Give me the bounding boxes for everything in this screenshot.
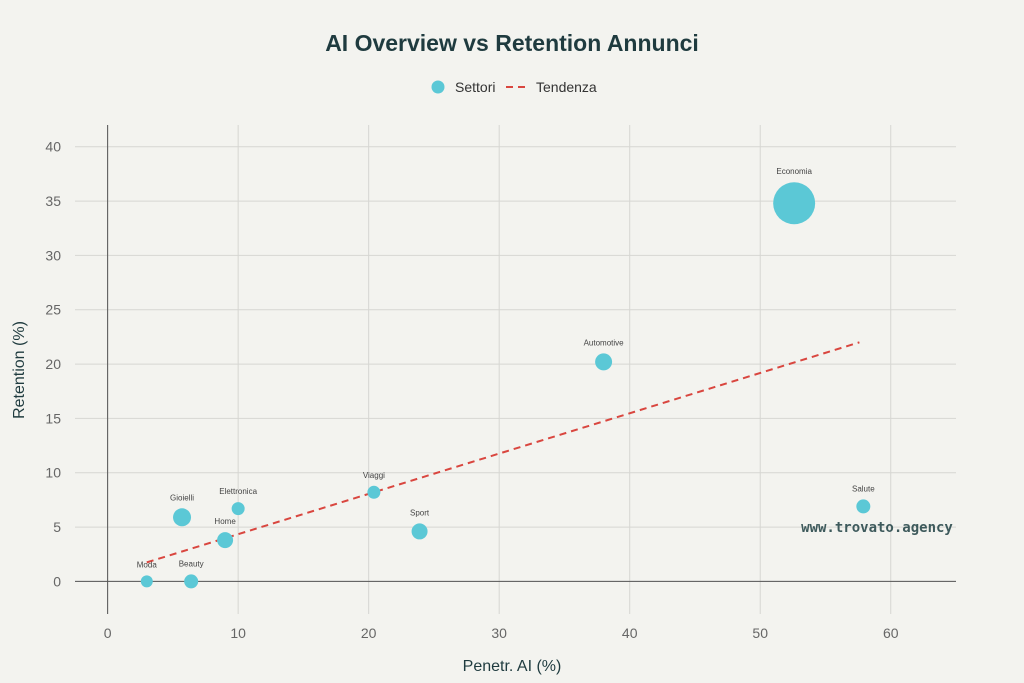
x-axis-label: Penetr. AI (%) <box>463 658 562 675</box>
data-label: Salute <box>852 484 875 493</box>
x-tick-label: 0 <box>104 625 112 641</box>
data-point <box>856 499 871 514</box>
legend-label-settori: Settori <box>455 79 495 95</box>
y-tick-label: 5 <box>53 519 61 535</box>
x-tick-label: 30 <box>491 625 507 641</box>
tick-labels: 0 10 20 30 40 50 60 0 5 10 15 20 25 30 35 40 <box>45 139 898 641</box>
data-label: Viaggi <box>363 471 385 480</box>
axes <box>75 125 956 614</box>
y-tick-label: 25 <box>45 302 61 318</box>
data-label: Gioielli <box>170 493 194 502</box>
data-point <box>411 523 428 540</box>
x-tick-label: 50 <box>752 625 768 641</box>
data-point <box>140 575 153 588</box>
data-label: Economia <box>776 167 812 176</box>
y-tick-label: 40 <box>45 139 61 155</box>
y-tick-label: 10 <box>45 465 61 481</box>
chart-title: AI Overview vs Retention Annunci <box>325 30 699 56</box>
x-tick-label: 10 <box>230 625 246 641</box>
legend-label-tendenza: Tendenza <box>536 79 597 95</box>
y-axis-label: Retention (%) <box>11 321 28 419</box>
x-tick-label: 20 <box>361 625 377 641</box>
x-tick-label: 60 <box>883 625 899 641</box>
data-label: Home <box>214 517 236 526</box>
data-point <box>231 502 245 516</box>
points: Moda Beauty Gioielli Elettronica Home Viaggi S… <box>137 167 875 589</box>
y-tick-label: 15 <box>45 410 61 426</box>
legend-marker-settori <box>431 80 445 94</box>
y-tick-label: 20 <box>45 356 61 372</box>
watermark: www.trovato.agency <box>801 520 953 536</box>
data-point <box>217 532 234 549</box>
data-point <box>773 182 816 225</box>
y-tick-label: 30 <box>45 247 61 263</box>
data-label: Automotive <box>584 338 625 347</box>
data-point <box>184 574 199 589</box>
data-label: Beauty <box>179 559 204 568</box>
data-label: Sport <box>410 508 430 517</box>
data-label: Elettronica <box>219 487 257 496</box>
legend: Settori Tendenza <box>431 79 597 95</box>
x-tick-label: 40 <box>622 625 638 641</box>
data-label: Moda <box>137 560 158 569</box>
y-tick-label: 35 <box>45 193 61 209</box>
trend-line <box>146 341 860 564</box>
data-point <box>367 485 381 499</box>
trend-line-group <box>146 341 860 564</box>
data-point <box>595 353 613 371</box>
y-tick-label: 0 <box>53 573 61 589</box>
data-point <box>173 508 192 527</box>
grid <box>75 125 956 614</box>
